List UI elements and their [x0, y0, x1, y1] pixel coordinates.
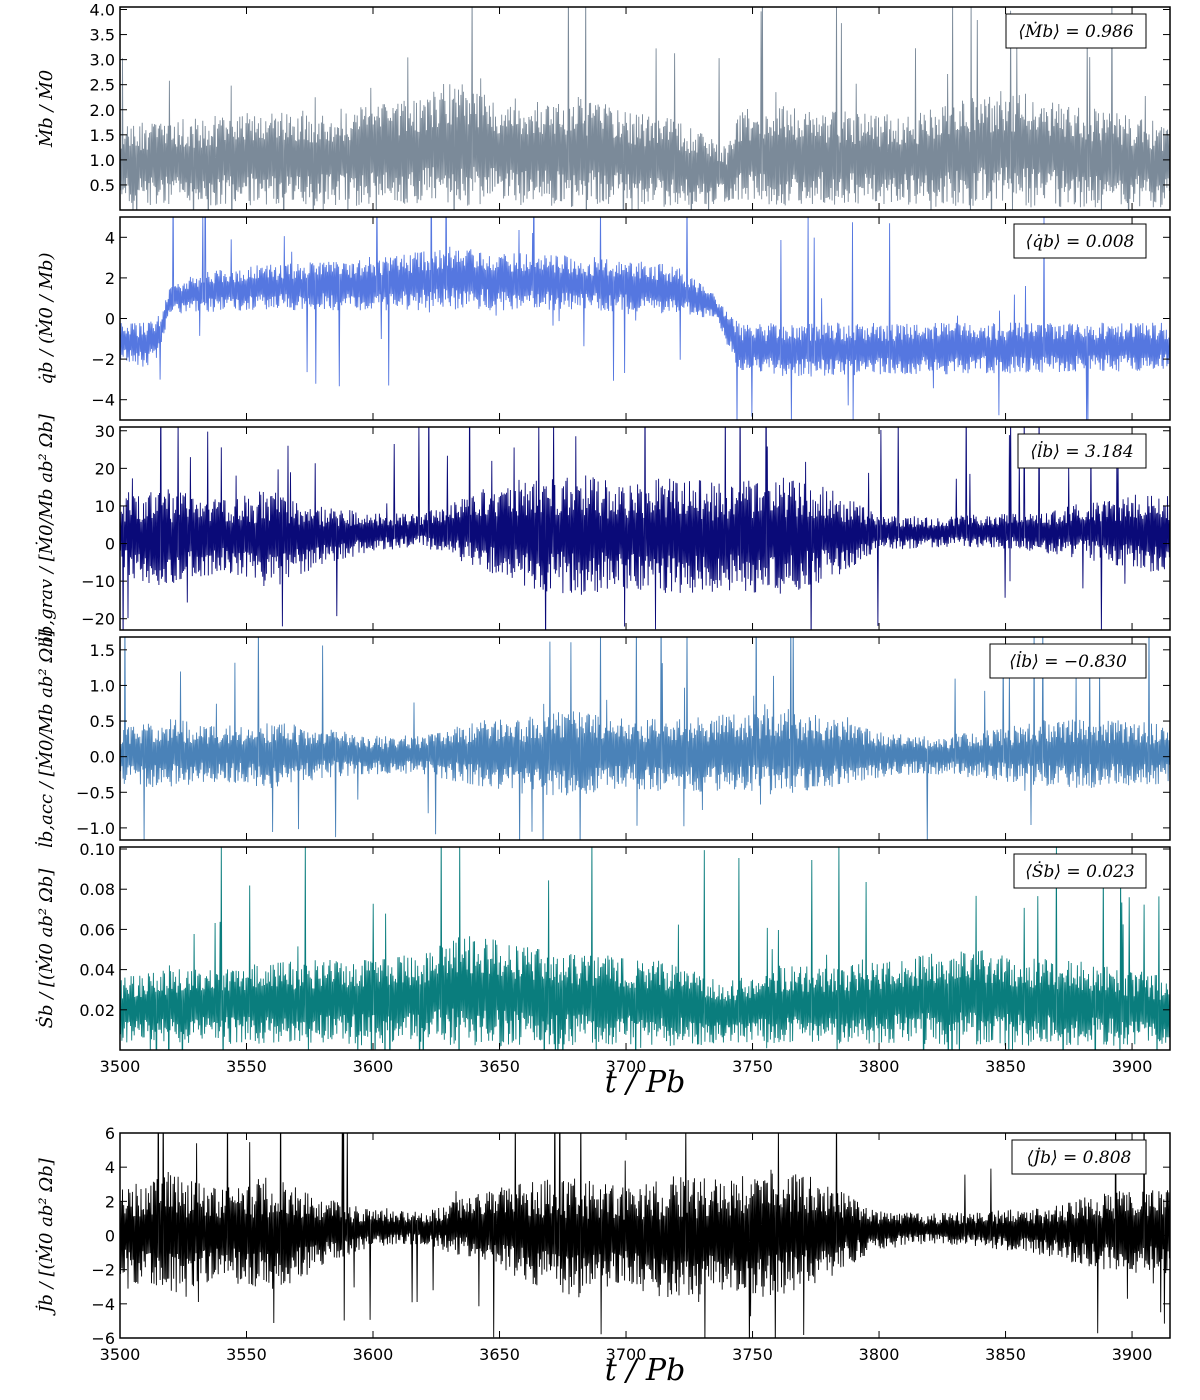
- series-line-ldot-grav: [120, 427, 1170, 630]
- y-tick-label: −4: [91, 1295, 115, 1314]
- x-tick-label: 3700: [606, 1345, 647, 1364]
- y-tick-label: 0.10: [79, 840, 115, 859]
- y-tick-label: 0.5: [90, 176, 115, 195]
- mean-annotation-box: [1017, 433, 1147, 469]
- axes-frame: [119, 426, 1171, 631]
- y-axis-label: J̇b / [(Ṁ0 ab² Ωb]: [34, 1157, 57, 1317]
- y-tick-label: 30: [95, 422, 115, 441]
- y-tick-label: 4.0: [90, 1, 115, 20]
- series-line-sdot: [120, 847, 1170, 1050]
- x-axis-label: t / Pb: [605, 1353, 686, 1388]
- axes-frame: [119, 846, 1171, 1051]
- y-axis-label: l̇b,acc / [Ṁ0/Mb ab² Ωb]: [34, 628, 57, 848]
- y-tick-label: −6: [91, 1329, 115, 1348]
- x-tick-label: 3650: [479, 1345, 520, 1364]
- y-tick-label: −1.0: [76, 819, 115, 838]
- y-tick-label: 2.5: [90, 76, 115, 95]
- y-tick-label: 0.04: [79, 961, 115, 980]
- panels: 0.5 1.0 1.5 2.0 2.5 3.0 3.5 4.0 Ṁb / Ṁ0 ⟨Ṁb⟩ = 0.…: [34, 1, 1171, 1388]
- y-axis-label: q̇b / (Ṁ0 / Mb): [34, 253, 57, 385]
- series-line-qdot: [120, 217, 1170, 420]
- x-tick-label: 3800: [859, 1057, 900, 1076]
- x-tick-label: 3900: [1112, 1057, 1153, 1076]
- mean-annotation-text: ⟨q̇b⟩ = 0.008: [1026, 232, 1135, 252]
- y-tick-label: 0.5: [90, 712, 115, 731]
- x-tick-label: 3900: [1112, 1345, 1153, 1364]
- y-tick-label: 0.08: [79, 880, 115, 899]
- y-tick-label: 1.5: [90, 126, 115, 145]
- x-axis-label: t / Pb: [605, 1065, 686, 1100]
- mean-annotation-text: ⟨l̇b⟩ = 3.184: [1030, 441, 1133, 462]
- x-tick-label: 3500: [100, 1057, 141, 1076]
- y-axis-label: l̇b,grav / [Ṁ0/Mb ab² Ωb]: [34, 413, 57, 643]
- axes-frame: [119, 636, 1171, 841]
- y-tick-label: −2: [91, 350, 115, 369]
- panel-ldot-grav: −20 −10 0 10 20 30 l̇b,grav / [Ṁ0/Mb ab² Ωb] ⟨l…: [34, 413, 1171, 643]
- x-tick-label: 3800: [859, 1345, 900, 1364]
- series-line-jdot: [120, 1133, 1170, 1338]
- x-tick-label: 3600: [353, 1057, 394, 1076]
- x-tick-label: 3750: [732, 1057, 773, 1076]
- panel-ldot-acc: −1.0 −0.5 0.0 0.5 1.0 1.5 l̇b,acc / [Ṁ0/Mb ab²…: [34, 628, 1171, 848]
- y-tick-label: −2: [91, 1261, 115, 1280]
- y-tick-label: 0.06: [79, 920, 115, 939]
- y-axis-label: Ṁb / Ṁ0: [34, 70, 57, 148]
- panel-qdot: −4 −2 0 2 4 q̇b / (Ṁ0 / Mb) ⟨q̇b⟩ = 0.008: [34, 216, 1171, 421]
- y-tick-label: 2.0: [90, 101, 115, 120]
- mean-annotation-text: ⟨l̇b⟩ = −0.830: [1009, 651, 1127, 672]
- x-tick-label: 3850: [985, 1345, 1026, 1364]
- x-tick-label: 3500: [100, 1345, 141, 1364]
- x-tick-label: 3700: [606, 1057, 647, 1076]
- mean-annotation-box: [1005, 13, 1147, 49]
- y-tick-label: 3.0: [90, 51, 115, 70]
- panel-mdot: 0.5 1.0 1.5 2.0 2.5 3.0 3.5 4.0 Ṁb / Ṁ0 ⟨Ṁb⟩ = 0.…: [34, 1, 1171, 211]
- x-tick-label: 3550: [226, 1057, 267, 1076]
- y-tick-label: −20: [81, 610, 115, 629]
- x-tick-label: 3550: [226, 1345, 267, 1364]
- y-tick-label: 2: [105, 269, 115, 288]
- y-tick-label: 20: [95, 459, 115, 478]
- y-tick-label: 10: [95, 497, 115, 516]
- y-tick-label: 0: [105, 535, 115, 554]
- y-tick-label: 0: [105, 310, 115, 329]
- x-tick-label: 3650: [479, 1057, 520, 1076]
- y-tick-label: −10: [81, 572, 115, 591]
- y-tick-label: 1.5: [90, 641, 115, 660]
- axes-frame: [119, 6, 1171, 211]
- x-tick-label: 3600: [353, 1345, 394, 1364]
- y-tick-label: 3.5: [90, 26, 115, 45]
- y-tick-label: 2: [105, 1192, 115, 1211]
- panel-sdot: 3500 3550 3600 3650 3700 3750 3800 3850 3900 t / …: [34, 840, 1171, 1100]
- mean-annotation-box: [1011, 1139, 1147, 1175]
- y-tick-label: 4: [105, 1158, 115, 1177]
- y-tick-label: 1.0: [90, 151, 115, 170]
- series-line-mdot: [120, 7, 1170, 210]
- y-tick-label: −4: [91, 391, 115, 410]
- y-tick-label: 0.02: [79, 1001, 115, 1020]
- mean-annotation-box: [989, 643, 1147, 679]
- mean-annotation-text: ⟨Ṡb⟩ = 0.023: [1025, 861, 1135, 882]
- y-tick-label: 0: [105, 1227, 115, 1246]
- y-tick-label: 4: [105, 228, 115, 247]
- y-tick-label: 0.0: [90, 748, 115, 767]
- y-axis-label: Ṡb / [(Ṁ0 ab² Ωb]: [34, 868, 57, 1029]
- mean-annotation-box: [1013, 223, 1147, 259]
- y-tick-label: 6: [105, 1124, 115, 1143]
- mean-annotation-box: [1013, 853, 1147, 889]
- panel-jdot: 3500 3550 3600 3650 3700 3750 3800 3850 3900 t / …: [34, 1124, 1171, 1388]
- mean-annotation-text: ⟨Ṁb⟩ = 0.986: [1018, 21, 1133, 42]
- x-tick-label: 3850: [985, 1057, 1026, 1076]
- y-tick-label: −0.5: [76, 783, 115, 802]
- series-line-ldot-acc: [120, 637, 1170, 840]
- x-tick-label: 3750: [732, 1345, 773, 1364]
- mean-annotation-text: ⟨J̇b⟩ = 0.808: [1027, 1148, 1132, 1168]
- y-tick-label: 1.0: [90, 676, 115, 695]
